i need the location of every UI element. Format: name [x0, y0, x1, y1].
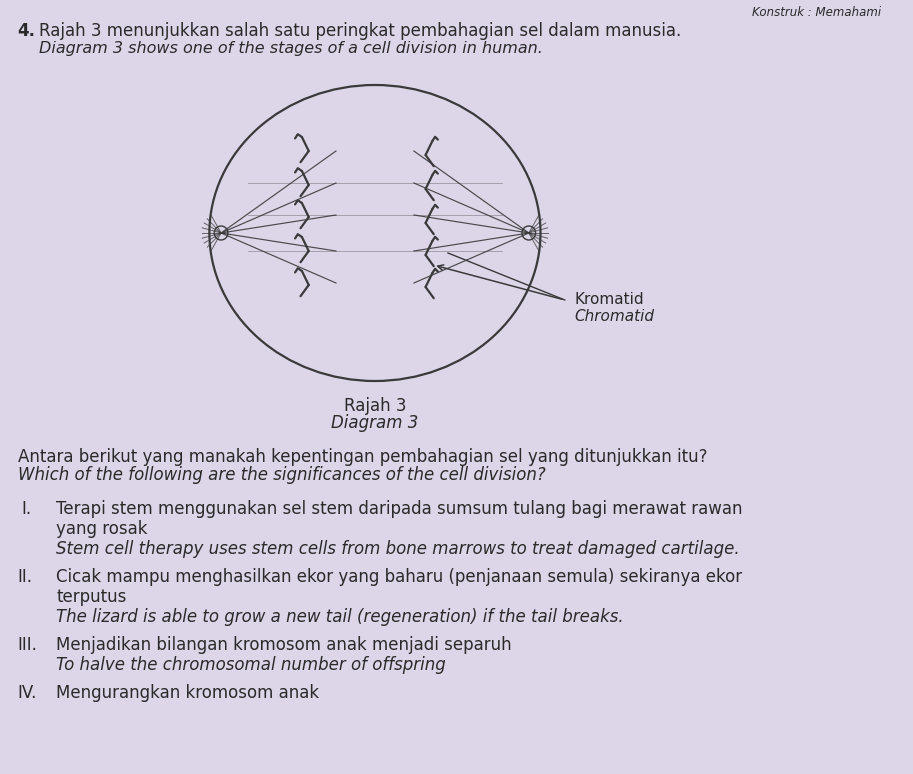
Text: terputus: terputus: [57, 588, 127, 606]
Text: Menjadikan bilangan kromosom anak menjadi separuh: Menjadikan bilangan kromosom anak menjad…: [57, 636, 512, 654]
Text: 4.: 4.: [17, 22, 36, 40]
Text: I.: I.: [21, 500, 32, 518]
Text: Diagram 3 shows one of the stages of a cell division in human.: Diagram 3 shows one of the stages of a c…: [39, 41, 543, 56]
Text: Which of the following are the significances of the cell division?: Which of the following are the significa…: [17, 466, 545, 484]
Text: Kromatid: Kromatid: [574, 292, 645, 307]
Text: Stem cell therapy uses stem cells from bone marrows to treat damaged cartilage.: Stem cell therapy uses stem cells from b…: [57, 540, 740, 558]
Text: IV.: IV.: [17, 684, 37, 702]
Text: Terapi stem menggunakan sel stem daripada sumsum tulang bagi merawat rawan: Terapi stem menggunakan sel stem daripad…: [57, 500, 743, 518]
Text: III.: III.: [17, 636, 37, 654]
Text: Antara berikut yang manakah kepentingan pembahagian sel yang ditunjukkan itu?: Antara berikut yang manakah kepentingan …: [17, 448, 707, 466]
Text: yang rosak: yang rosak: [57, 520, 148, 538]
Text: Rajah 3: Rajah 3: [343, 397, 406, 415]
Text: The lizard is able to grow a new tail (regeneration) if the tail breaks.: The lizard is able to grow a new tail (r…: [57, 608, 624, 626]
Text: Chromatid: Chromatid: [574, 309, 655, 324]
Text: Konstruk : Memahami: Konstruk : Memahami: [752, 6, 881, 19]
Text: Rajah 3 menunjukkan salah satu peringkat pembahagian sel dalam manusia.: Rajah 3 menunjukkan salah satu peringkat…: [39, 22, 681, 40]
Text: Diagram 3: Diagram 3: [331, 414, 419, 432]
Text: To halve the chromosomal number of offspring: To halve the chromosomal number of offsp…: [57, 656, 446, 674]
Text: Cicak mampu menghasilkan ekor yang baharu (penjanaan semula) sekiranya ekor: Cicak mampu menghasilkan ekor yang bahar…: [57, 568, 742, 586]
Text: II.: II.: [17, 568, 33, 586]
Text: Mengurangkan kromosom anak: Mengurangkan kromosom anak: [57, 684, 320, 702]
